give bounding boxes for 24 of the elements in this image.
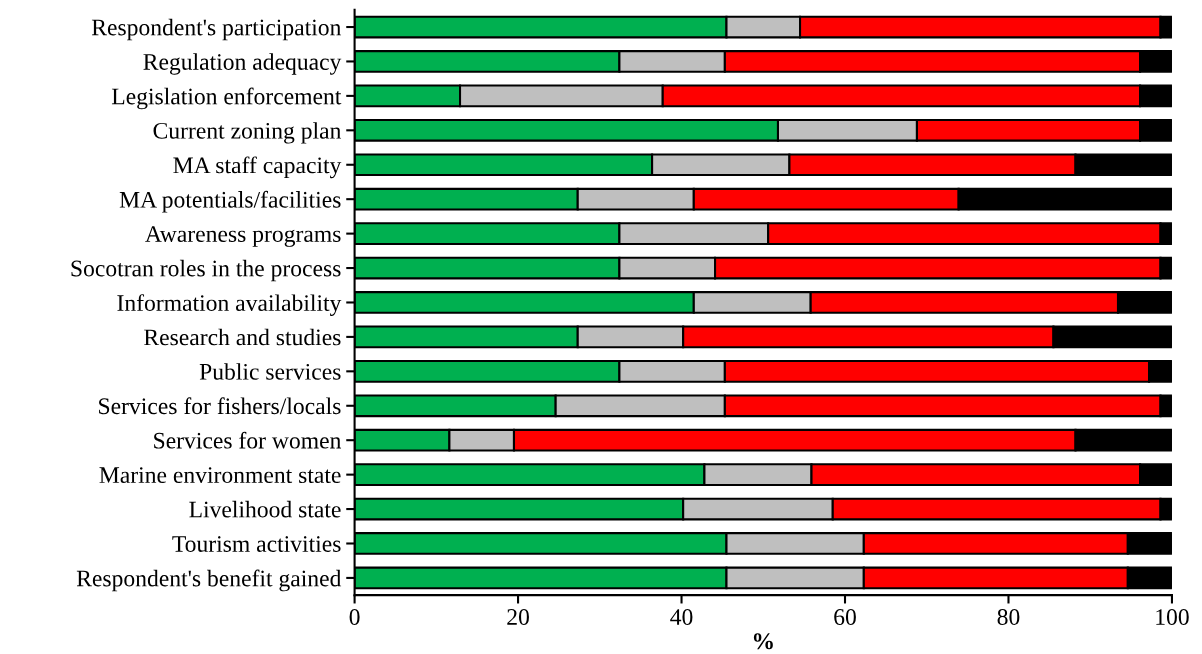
x-axis-title: % [753, 633, 773, 650]
y-tick-label: Tourism activities [172, 536, 341, 552]
x-tick-label: 60 [834, 609, 856, 625]
x-tick-label: 40 [670, 609, 693, 625]
y-tick-label: Respondent's participation [91, 18, 342, 41]
y-tick-label: Services for women [154, 431, 342, 449]
y-tick-label: Public services [199, 363, 341, 380]
y-tick-label: Marine environment state [99, 467, 341, 484]
y-tick-label: Socotran roles in the process [71, 259, 341, 282]
y-tick-label: Services for fishers/locals [99, 397, 341, 415]
y-tick-label: MA potentials/facilities [119, 190, 341, 213]
y-tick-label: MA staff capacity [173, 156, 342, 179]
x-tick-label: 0 [349, 609, 360, 625]
y-tick-label: Information availability [117, 294, 342, 316]
x-tick-label: 100 [1156, 609, 1189, 625]
y-tick-label: Current zoning plan [153, 122, 342, 144]
y-tick-label: Research and studies [144, 328, 341, 346]
x-tick-label: 20 [507, 609, 529, 625]
x-tick-label: 80 [997, 609, 1020, 625]
y-tick-label: Regulation adequacy [143, 53, 342, 75]
y-tick-label: Legislation enforcement [111, 87, 342, 110]
y-tick-label: Respondent's benefit gained [76, 569, 342, 592]
y-tick-label: Livelihood state [189, 500, 341, 518]
y-tick-label: Awareness programs [145, 226, 341, 247]
